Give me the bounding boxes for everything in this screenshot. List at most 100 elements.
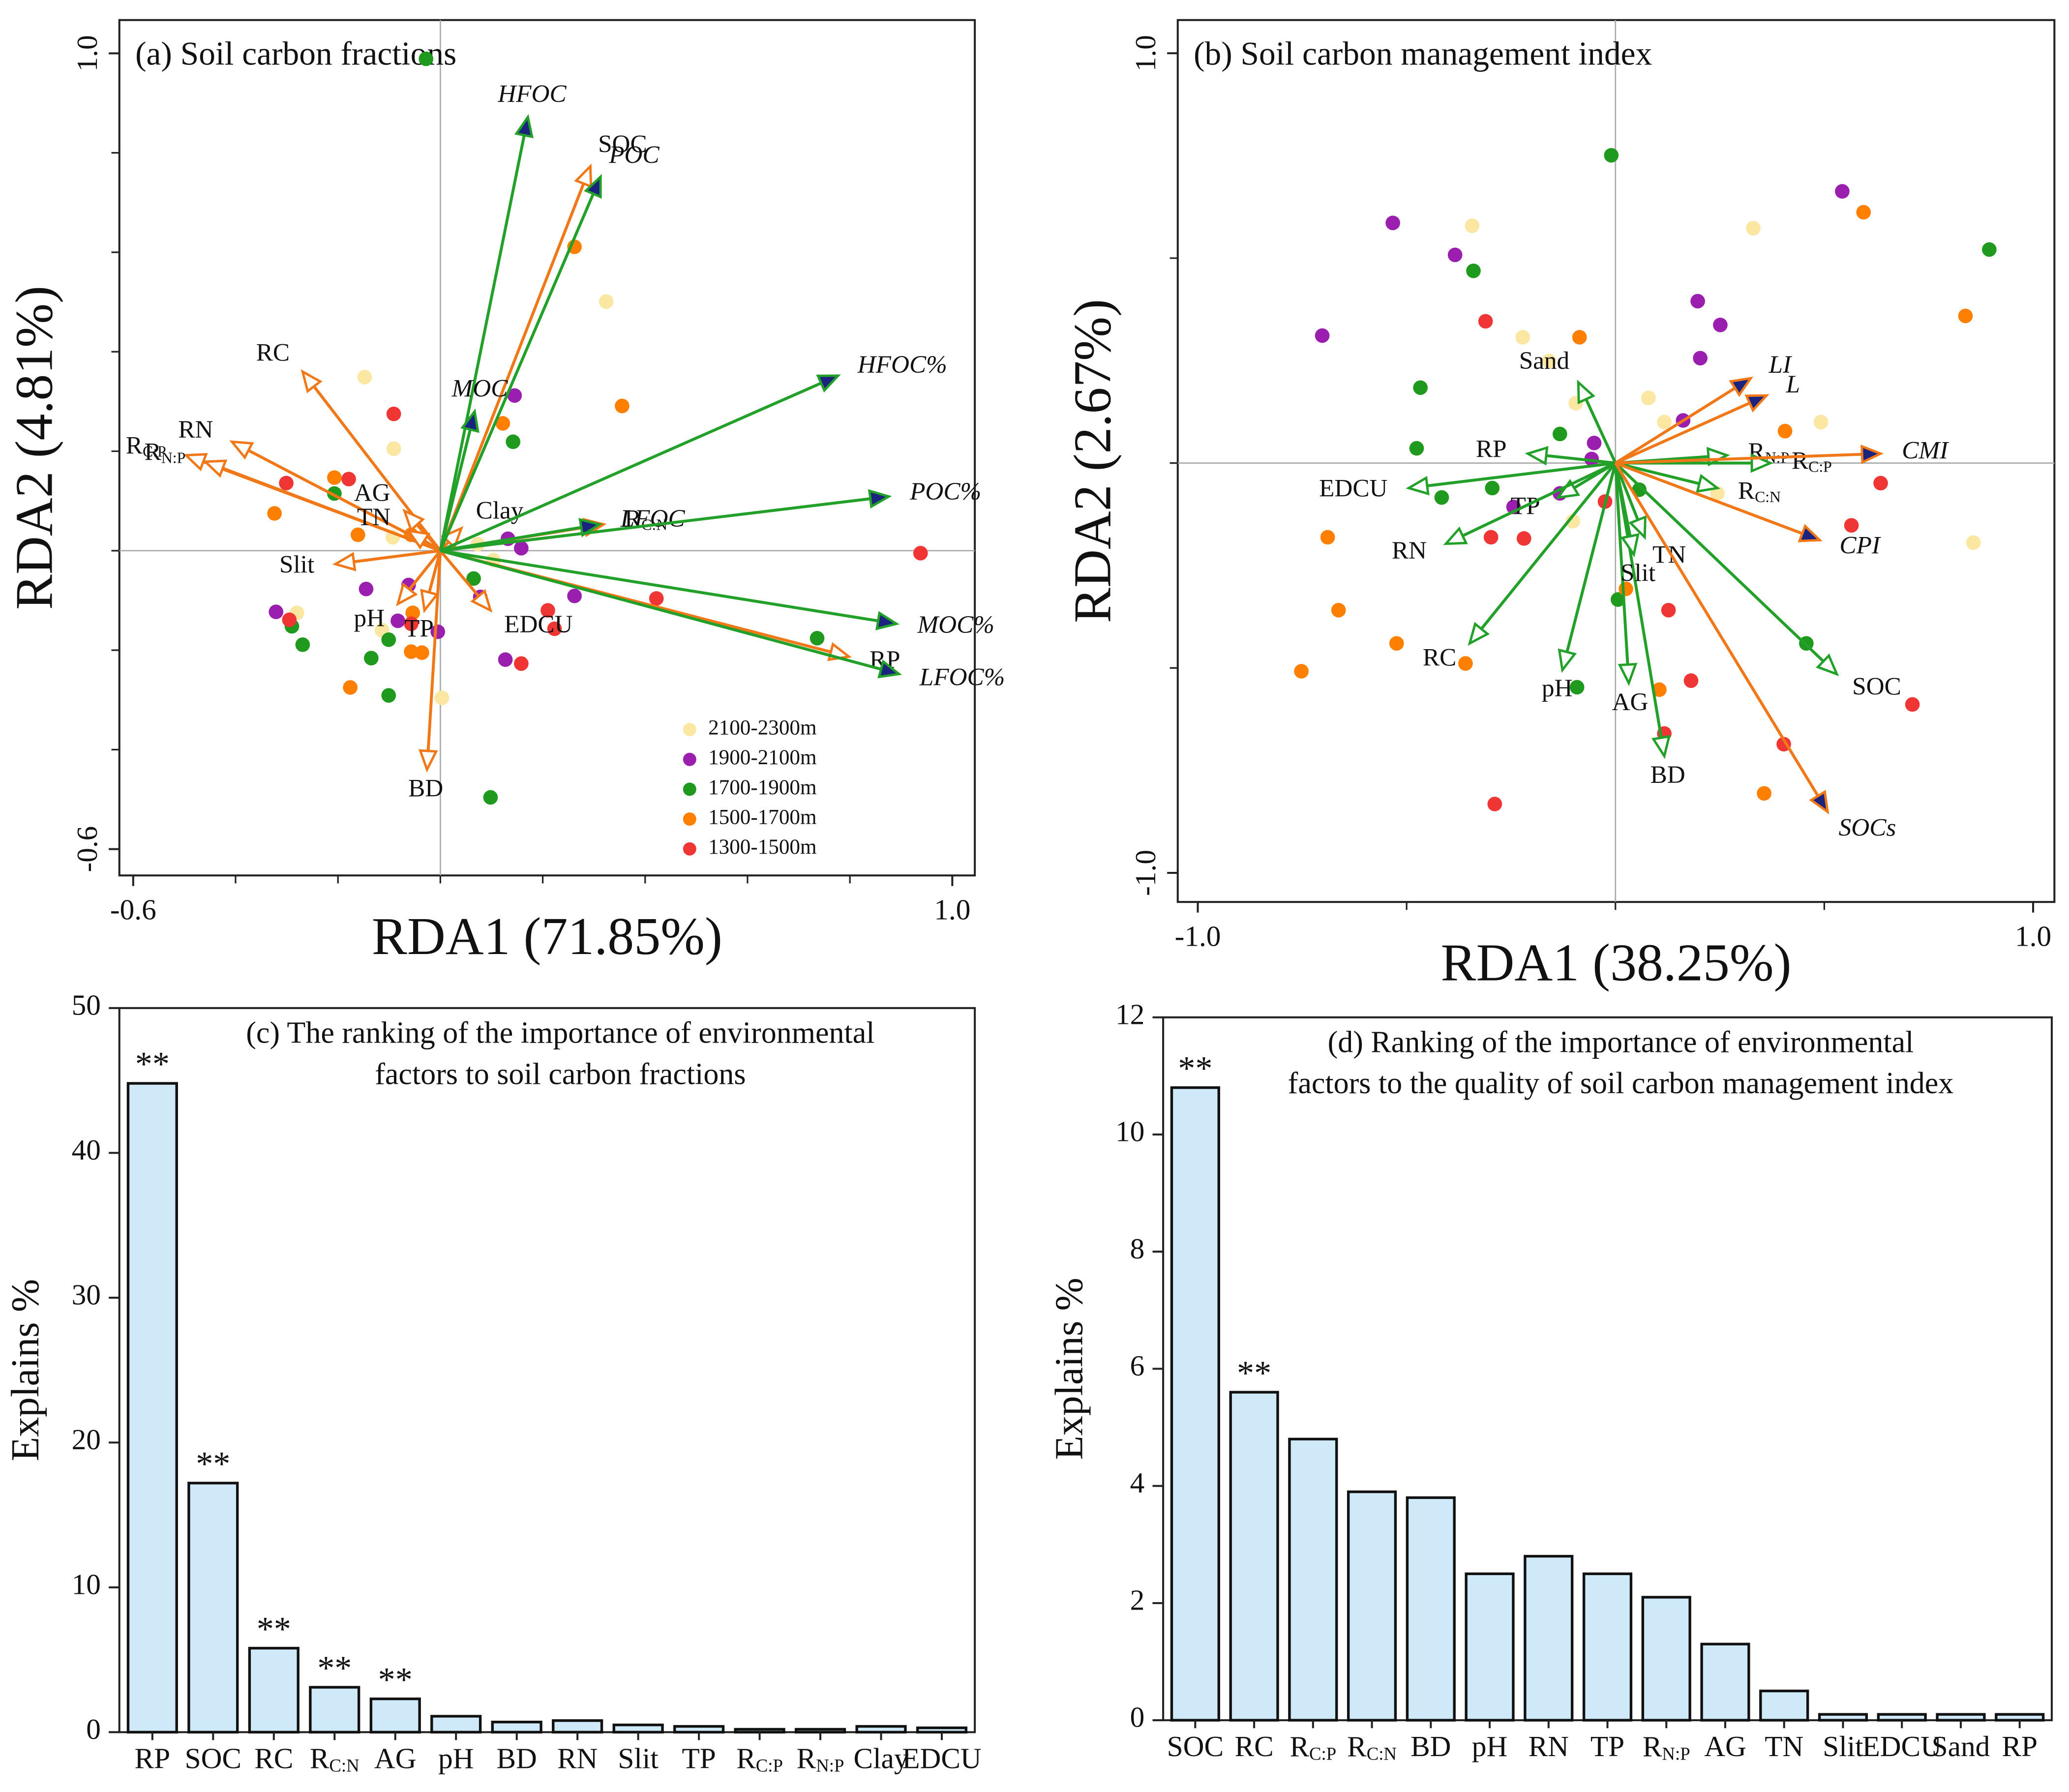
sample-point	[540, 603, 555, 618]
x-tick-label: AG	[374, 1742, 417, 1774]
sample-point	[295, 637, 310, 652]
sample-point	[341, 472, 356, 487]
sample-point	[506, 434, 521, 449]
arrow	[439, 183, 585, 551]
sample-point	[913, 546, 928, 561]
x-tick-label: 1.0	[2015, 920, 2051, 952]
bar	[1700, 1643, 1750, 1722]
sample-point	[386, 441, 401, 456]
sample-point	[269, 604, 284, 620]
arrow-label: SOC	[598, 130, 647, 158]
sample-point	[1294, 664, 1309, 679]
sample-point	[1320, 530, 1335, 545]
arrow-label: Clay	[476, 497, 524, 525]
bar	[1936, 1713, 1986, 1722]
sample-point	[1958, 308, 1973, 324]
x-tick-label: pH	[1472, 1730, 1508, 1762]
arrow	[1546, 454, 1616, 465]
arrow	[1565, 462, 1617, 653]
x-tick-label: RC	[1235, 1730, 1274, 1762]
y-axis-label: RDA2 (4.81%)	[5, 286, 64, 610]
arrow	[408, 549, 442, 591]
sample-point	[282, 612, 297, 627]
arrow-head	[460, 408, 480, 433]
sample-point	[1515, 329, 1530, 345]
sample-point	[615, 398, 630, 414]
arrow-head	[1558, 648, 1577, 673]
arrow-label: AG	[354, 479, 390, 507]
bar	[734, 1728, 785, 1734]
x-tick-label: 1.0	[934, 893, 970, 926]
panel-title: factors to the quality of soil carbon ma…	[1288, 1067, 1954, 1100]
arrow-head	[441, 526, 464, 550]
sample-point	[1516, 531, 1531, 546]
arrow-head	[418, 749, 438, 773]
arrow	[1427, 461, 1616, 487]
x-tick-label: TP	[1590, 1730, 1624, 1762]
sample-point	[483, 790, 498, 805]
bar	[855, 1725, 907, 1734]
arrow-head	[300, 369, 323, 393]
bar	[794, 1728, 846, 1734]
arrow-label: TP	[404, 615, 434, 643]
bar	[1288, 1437, 1338, 1722]
sample-point	[1409, 441, 1424, 456]
arrow	[439, 135, 526, 551]
bar	[187, 1482, 239, 1734]
significance-label: **	[317, 1649, 352, 1687]
legend-label: 1500-1700m	[708, 806, 816, 829]
sample-point	[327, 470, 342, 485]
arrow	[1462, 461, 1617, 538]
sample-point	[1413, 380, 1428, 395]
arrow-head	[1406, 476, 1430, 496]
arrow-label: RC	[1423, 644, 1456, 672]
x-tick-label: RC:N	[310, 1742, 360, 1776]
arrow-label: MOC%	[917, 611, 994, 639]
bar	[491, 1721, 542, 1734]
arrow-head	[396, 582, 418, 606]
x-tick-label: EDCU	[1862, 1730, 1941, 1762]
arrow-head	[1443, 526, 1468, 545]
arrow-head	[229, 440, 254, 460]
arrow-head	[1729, 376, 1754, 397]
arrow-label: CPI	[1839, 531, 1881, 559]
panel-title: (b) Soil carbon management index	[1194, 35, 1652, 72]
sample-point	[381, 632, 396, 647]
arrow-label: SOC	[1852, 672, 1901, 700]
arrow	[354, 549, 441, 564]
y-tick-label: -1.0	[1129, 850, 1162, 896]
arrow-label: RC:P	[126, 431, 166, 460]
bar	[1170, 1086, 1220, 1722]
y-tick-label: 50	[72, 988, 101, 1021]
sample-point	[1652, 682, 1667, 697]
arrow-head	[183, 453, 208, 472]
arrow	[1480, 462, 1617, 630]
arrow-label: RN	[178, 416, 213, 444]
sample-point	[1487, 797, 1502, 811]
sample-point	[1604, 148, 1619, 163]
x-tick-label: BD	[496, 1742, 537, 1774]
sample-point	[1572, 329, 1587, 345]
y-tick-label: 6	[1130, 1349, 1145, 1382]
sample-point	[1584, 451, 1599, 467]
legend-label: 1300-1500m	[708, 836, 816, 859]
arrow-head	[877, 659, 902, 679]
arrow-label: RN:P	[145, 438, 186, 467]
x-tick-label: -0.6	[110, 893, 156, 926]
arrow-head	[1696, 474, 1720, 493]
bar	[552, 1719, 603, 1734]
arrow-head	[578, 518, 603, 538]
y-tick-label: 12	[1115, 998, 1144, 1030]
sample-point	[1856, 205, 1871, 220]
arrow	[247, 449, 441, 552]
sample-point	[1485, 480, 1500, 496]
bar	[1818, 1713, 1868, 1722]
bar	[916, 1726, 968, 1734]
x-tick-label: EDCU	[902, 1742, 981, 1774]
sample-point	[419, 51, 434, 66]
y-tick-label: 40	[72, 1134, 101, 1166]
arrow-head	[816, 374, 841, 393]
sample-point	[1641, 390, 1656, 405]
significance-label: **	[196, 1445, 230, 1483]
arrow-head	[1744, 394, 1769, 413]
